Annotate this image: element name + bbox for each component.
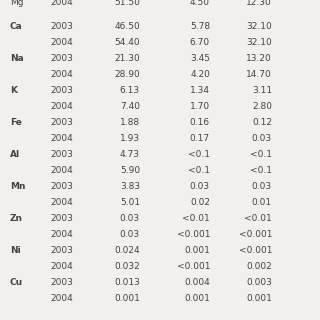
Text: 54.40: 54.40: [114, 38, 140, 47]
Text: 0.03: 0.03: [120, 230, 140, 239]
Text: 0.03: 0.03: [252, 182, 272, 191]
Text: 0.001: 0.001: [114, 294, 140, 303]
Text: 7.40: 7.40: [120, 102, 140, 111]
Text: 2004: 2004: [51, 0, 73, 7]
Text: <0.01: <0.01: [244, 214, 272, 223]
Text: 4.20: 4.20: [190, 70, 210, 79]
Text: 2004: 2004: [51, 134, 73, 143]
Text: 28.90: 28.90: [114, 70, 140, 79]
Text: 2003: 2003: [51, 214, 73, 223]
Text: 0.12: 0.12: [252, 118, 272, 127]
Text: 6.13: 6.13: [120, 86, 140, 95]
Text: 2004: 2004: [51, 230, 73, 239]
Text: 2004: 2004: [51, 70, 73, 79]
Text: 0.002: 0.002: [246, 262, 272, 271]
Text: 51.50: 51.50: [114, 0, 140, 7]
Text: 2003: 2003: [51, 278, 73, 287]
Text: 32.10: 32.10: [246, 22, 272, 31]
Text: 12.30: 12.30: [246, 0, 272, 7]
Text: 5.01: 5.01: [120, 198, 140, 207]
Text: 0.013: 0.013: [114, 278, 140, 287]
Text: 4.73: 4.73: [120, 150, 140, 159]
Text: 3.45: 3.45: [190, 54, 210, 63]
Text: 2004: 2004: [51, 102, 73, 111]
Text: <0.001: <0.001: [238, 230, 272, 239]
Text: 3.83: 3.83: [120, 182, 140, 191]
Text: 0.03: 0.03: [252, 134, 272, 143]
Text: 4.50: 4.50: [190, 0, 210, 7]
Text: 0.03: 0.03: [190, 182, 210, 191]
Text: 0.024: 0.024: [114, 246, 140, 255]
Text: 0.02: 0.02: [190, 198, 210, 207]
Text: 0.004: 0.004: [184, 278, 210, 287]
Text: 5.90: 5.90: [120, 166, 140, 175]
Text: 2003: 2003: [51, 246, 73, 255]
Text: 0.01: 0.01: [252, 198, 272, 207]
Text: 2003: 2003: [51, 182, 73, 191]
Text: 21.30: 21.30: [114, 54, 140, 63]
Text: Ni: Ni: [10, 246, 21, 255]
Text: <0.1: <0.1: [188, 166, 210, 175]
Text: 14.70: 14.70: [246, 70, 272, 79]
Text: 32.10: 32.10: [246, 38, 272, 47]
Text: 2003: 2003: [51, 54, 73, 63]
Text: <0.1: <0.1: [188, 150, 210, 159]
Text: <0.001: <0.001: [177, 230, 210, 239]
Text: Na: Na: [10, 54, 24, 63]
Text: Fe: Fe: [10, 118, 22, 127]
Text: 2003: 2003: [51, 86, 73, 95]
Text: 0.17: 0.17: [190, 134, 210, 143]
Text: <0.001: <0.001: [238, 246, 272, 255]
Text: 3.11: 3.11: [252, 86, 272, 95]
Text: 0.001: 0.001: [184, 294, 210, 303]
Text: 0.001: 0.001: [246, 294, 272, 303]
Text: Ca: Ca: [10, 22, 23, 31]
Text: <0.1: <0.1: [250, 166, 272, 175]
Text: 0.03: 0.03: [120, 214, 140, 223]
Text: 0.003: 0.003: [246, 278, 272, 287]
Text: <0.001: <0.001: [177, 262, 210, 271]
Text: Al: Al: [10, 150, 20, 159]
Text: 2003: 2003: [51, 118, 73, 127]
Text: 13.20: 13.20: [246, 54, 272, 63]
Text: 1.70: 1.70: [190, 102, 210, 111]
Text: K: K: [10, 86, 17, 95]
Text: 0.032: 0.032: [114, 262, 140, 271]
Text: 0.16: 0.16: [190, 118, 210, 127]
Text: 2004: 2004: [51, 294, 73, 303]
Text: Mg: Mg: [10, 0, 23, 7]
Text: <0.1: <0.1: [250, 150, 272, 159]
Text: 46.50: 46.50: [114, 22, 140, 31]
Text: 5.78: 5.78: [190, 22, 210, 31]
Text: 2003: 2003: [51, 22, 73, 31]
Text: <0.01: <0.01: [182, 214, 210, 223]
Text: 1.93: 1.93: [120, 134, 140, 143]
Text: 2004: 2004: [51, 166, 73, 175]
Text: Mn: Mn: [10, 182, 26, 191]
Text: 0.001: 0.001: [184, 246, 210, 255]
Text: Cu: Cu: [10, 278, 23, 287]
Text: 2004: 2004: [51, 198, 73, 207]
Text: 2004: 2004: [51, 262, 73, 271]
Text: 2003: 2003: [51, 150, 73, 159]
Text: 2.80: 2.80: [252, 102, 272, 111]
Text: 1.34: 1.34: [190, 86, 210, 95]
Text: 6.70: 6.70: [190, 38, 210, 47]
Text: Zn: Zn: [10, 214, 23, 223]
Text: 1.88: 1.88: [120, 118, 140, 127]
Text: 2004: 2004: [51, 38, 73, 47]
